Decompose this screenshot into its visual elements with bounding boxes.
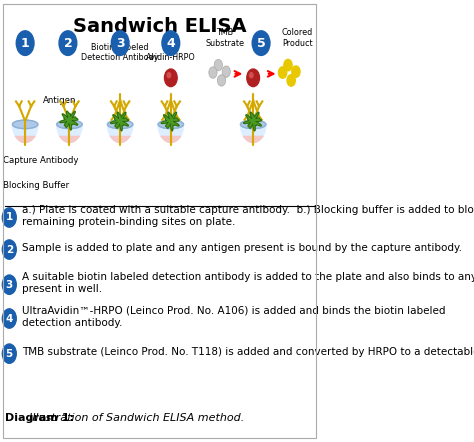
Circle shape: [2, 344, 16, 363]
Polygon shape: [60, 136, 79, 142]
Circle shape: [16, 31, 34, 55]
Polygon shape: [12, 124, 38, 142]
Polygon shape: [244, 112, 262, 131]
Circle shape: [287, 75, 295, 86]
Text: 3: 3: [116, 37, 125, 50]
Ellipse shape: [108, 120, 133, 129]
Ellipse shape: [158, 120, 183, 129]
Text: 5: 5: [257, 37, 265, 50]
Text: TMB substrate (Leinco Prod. No. T118) is added and converted by HRPO to a detect: TMB substrate (Leinco Prod. No. T118) is…: [22, 347, 474, 357]
Circle shape: [222, 66, 230, 77]
Text: Sample is added to plate and any antigen present is bound by the capture antibod: Sample is added to plate and any antigen…: [22, 243, 462, 253]
Text: UltraAvidin™-HRPO (Leinco Prod. No. A106) is added and binds the biotin labeled
: UltraAvidin™-HRPO (Leinco Prod. No. A106…: [22, 306, 446, 328]
Polygon shape: [240, 124, 266, 142]
Text: Avidin-HRPO: Avidin-HRPO: [146, 53, 196, 62]
Circle shape: [59, 31, 77, 55]
Polygon shape: [110, 112, 128, 131]
Circle shape: [252, 31, 270, 55]
Circle shape: [209, 67, 217, 78]
Circle shape: [2, 275, 16, 294]
Circle shape: [249, 73, 253, 78]
Polygon shape: [60, 111, 78, 130]
Text: a.) Plate is coated with a suitable capture antibody.  b.) Blocking buffer is ad: a.) Plate is coated with a suitable capt…: [22, 205, 474, 227]
Text: Biotin Labeled
Detection Antibody: Biotin Labeled Detection Antibody: [82, 42, 159, 62]
Circle shape: [2, 240, 16, 259]
Text: Colored
Product: Colored Product: [282, 28, 313, 47]
Circle shape: [218, 75, 226, 86]
Text: 2: 2: [6, 244, 13, 255]
Text: Antigen: Antigen: [43, 96, 77, 106]
Ellipse shape: [240, 120, 266, 129]
Text: A suitable biotin labeled detection antibody is added to the plate and also bind: A suitable biotin labeled detection anti…: [22, 272, 474, 294]
Text: 5: 5: [6, 349, 13, 358]
Circle shape: [292, 66, 300, 77]
Circle shape: [214, 59, 222, 71]
Circle shape: [167, 73, 171, 78]
Circle shape: [284, 59, 292, 71]
Polygon shape: [110, 136, 130, 142]
Ellipse shape: [57, 120, 82, 129]
Text: 3: 3: [6, 280, 13, 290]
Text: Illustration of Sandwich ELISA method.: Illustration of Sandwich ELISA method.: [29, 413, 244, 423]
Text: 4: 4: [166, 37, 175, 50]
Circle shape: [164, 69, 177, 87]
Circle shape: [2, 309, 16, 328]
Polygon shape: [108, 124, 133, 142]
Circle shape: [247, 69, 259, 87]
Text: 1: 1: [6, 213, 13, 222]
Polygon shape: [15, 136, 35, 142]
Text: Blocking Buffer: Blocking Buffer: [3, 182, 69, 191]
Circle shape: [2, 208, 16, 227]
Ellipse shape: [12, 120, 38, 129]
Polygon shape: [161, 136, 181, 142]
Polygon shape: [57, 124, 82, 142]
Text: Sandwich ELISA: Sandwich ELISA: [73, 17, 246, 36]
Text: 1: 1: [21, 37, 29, 50]
Polygon shape: [161, 112, 179, 131]
Circle shape: [279, 67, 287, 78]
Text: Capture Antibody: Capture Antibody: [3, 156, 78, 165]
Text: Diagram 1:: Diagram 1:: [5, 413, 73, 423]
Circle shape: [162, 31, 180, 55]
Text: TMB
Substrate: TMB Substrate: [205, 28, 245, 47]
Polygon shape: [158, 124, 183, 142]
Text: 4: 4: [6, 313, 13, 324]
Polygon shape: [244, 136, 263, 142]
Text: 2: 2: [64, 37, 72, 50]
Circle shape: [111, 31, 129, 55]
